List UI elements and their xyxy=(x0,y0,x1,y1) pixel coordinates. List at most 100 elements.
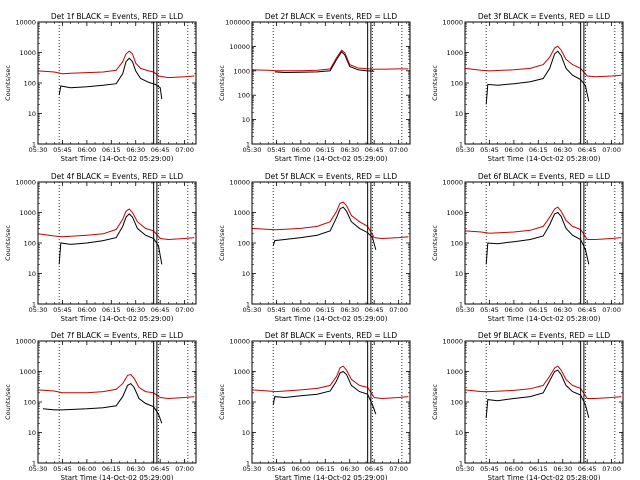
x-tick-label: 05:45 xyxy=(53,465,72,473)
x-axis-label: Start Time (14-Oct-02 05:29:00) xyxy=(61,315,174,323)
panel-title: Det 2f BLACK = Events, RED = LLD xyxy=(265,12,398,21)
detector-panel: Det 5f BLACK = Events, RED = LLD Counts/s… xyxy=(218,172,411,323)
lld-series-line xyxy=(251,201,409,240)
y-axis-label: Counts/sec xyxy=(218,65,226,101)
detector-panel: Det 2f BLACK = Events, RED = LLD Counts/s… xyxy=(218,12,411,163)
y-tick-label: 10 xyxy=(242,116,250,124)
y-tick-label: 10 xyxy=(455,429,463,437)
detector-panel: Det 6f BLACK = Events, RED = LLD Counts/s… xyxy=(431,172,624,323)
events-series-line xyxy=(272,206,377,250)
y-tick-label: 10 xyxy=(455,110,463,118)
x-tick-label: 06:00 xyxy=(504,306,523,314)
lld-series-line xyxy=(464,45,622,78)
x-tick-label: 05:45 xyxy=(480,306,499,314)
x-axis-label: Start Time (14-Oct-02 05:29:00) xyxy=(61,155,174,163)
y-axis-label: Counts/sec xyxy=(218,225,226,261)
y-axis-label: Counts/sec xyxy=(431,225,439,261)
y-tick-label: 100 xyxy=(238,92,250,100)
y-tick-label: 100 xyxy=(24,240,36,248)
x-tick-label: 06:00 xyxy=(291,146,310,154)
lld-series-line xyxy=(464,206,622,240)
y-tick-label: 100 xyxy=(24,399,36,407)
x-tick-label: 05:45 xyxy=(267,306,286,314)
y-tick-label: 10000 xyxy=(229,179,250,187)
x-tick-label: 06:15 xyxy=(316,306,335,314)
y-tick-label: 1000 xyxy=(19,49,36,57)
panel-title: Det 7f BLACK = Events, RED = LLD xyxy=(51,331,184,340)
x-tick-label: 05:45 xyxy=(267,465,286,473)
x-axis-label: Start Time (14-Oct-02 05:28:00) xyxy=(488,474,601,480)
plot-frame xyxy=(37,181,197,305)
events-series-line xyxy=(58,57,163,99)
events-series-line xyxy=(42,382,163,424)
panel-title: Det 8f BLACK = Events, RED = LLD xyxy=(265,331,398,340)
x-tick-label: 06:00 xyxy=(77,306,96,314)
y-tick-label: 10 xyxy=(242,429,250,437)
x-tick-label: 06:15 xyxy=(529,306,548,314)
x-axis-label: Start Time (14-Oct-02 05:28:00) xyxy=(488,315,601,323)
x-tick-label: 05:30 xyxy=(243,465,262,473)
lld-series-line xyxy=(37,50,195,79)
y-axis-label: Counts/sec xyxy=(431,65,439,101)
y-tick-label: 1 xyxy=(459,141,463,149)
y-tick-label: 1 xyxy=(32,301,36,309)
x-axis-label: Start Time (14-Oct-02 05:29:00) xyxy=(275,155,388,163)
y-tick-label: 100 xyxy=(451,240,463,248)
x-tick-label: 07:00 xyxy=(389,146,408,154)
x-tick-label: 06:30 xyxy=(553,146,572,154)
y-tick-label: 100 xyxy=(451,80,463,88)
x-tick-label: 05:45 xyxy=(480,146,499,154)
lld-series-line xyxy=(37,208,195,241)
x-tick-label: 06:00 xyxy=(77,146,96,154)
y-tick-label: 10000 xyxy=(229,43,250,51)
y-tick-label: 1000 xyxy=(233,67,250,75)
y-tick-label: 1000 xyxy=(19,368,36,376)
x-tick-label: 06:45 xyxy=(365,306,384,314)
y-tick-label: 10 xyxy=(242,270,250,278)
y-tick-label: 1000 xyxy=(446,368,463,376)
x-tick-label: 06:15 xyxy=(316,146,335,154)
x-tick-label: 07:00 xyxy=(602,146,621,154)
x-tick-label: 07:00 xyxy=(175,146,194,154)
events-series-line xyxy=(272,370,377,415)
y-tick-label: 10000 xyxy=(442,338,463,346)
detector-panel: Det 3f BLACK = Events, RED = LLD Counts/s… xyxy=(431,12,624,163)
x-tick-label: 06:30 xyxy=(340,306,359,314)
x-tick-label: 05:45 xyxy=(53,306,72,314)
y-tick-label: 1 xyxy=(32,460,36,468)
x-tick-label: 06:15 xyxy=(102,146,121,154)
detector-panel: Det 8f BLACK = Events, RED = LLD Counts/s… xyxy=(218,331,411,480)
x-tick-label: 06:30 xyxy=(553,465,572,473)
plot-frame xyxy=(464,21,624,145)
x-tick-label: 06:30 xyxy=(126,146,145,154)
x-axis-label: Start Time (14-Oct-02 05:29:00) xyxy=(275,315,388,323)
panel-title: Det 3f BLACK = Events, RED = LLD xyxy=(478,12,611,21)
x-tick-label: 07:00 xyxy=(602,306,621,314)
y-tick-label: 10 xyxy=(28,429,36,437)
x-tick-label: 07:00 xyxy=(175,306,194,314)
events-series-line xyxy=(485,50,590,105)
detector-panel: Det 4f BLACK = Events, RED = LLD Counts/s… xyxy=(4,172,197,323)
detector-panel: Det 7f BLACK = Events, RED = LLD Counts/s… xyxy=(4,331,197,480)
x-tick-label: 05:30 xyxy=(29,306,48,314)
x-tick-label: 05:30 xyxy=(243,146,262,154)
y-tick-label: 1 xyxy=(459,301,463,309)
y-tick-label: 10 xyxy=(28,270,36,278)
x-tick-label: 06:45 xyxy=(151,465,170,473)
y-axis-label: Counts/sec xyxy=(431,384,439,420)
lld-series-line xyxy=(464,365,622,399)
x-tick-label: 06:30 xyxy=(126,465,145,473)
x-tick-label: 06:45 xyxy=(365,465,384,473)
y-tick-label: 1 xyxy=(246,141,250,149)
x-tick-label: 05:30 xyxy=(456,465,475,473)
x-axis-label: Start Time (14-Oct-02 05:29:00) xyxy=(61,474,174,480)
detector-panel: Det 1f BLACK = Events, RED = LLD Counts/s… xyxy=(4,12,197,163)
lld-series-line xyxy=(37,373,195,400)
x-tick-label: 05:30 xyxy=(456,306,475,314)
lld-series-line xyxy=(251,365,409,400)
y-tick-label: 1 xyxy=(246,301,250,309)
x-tick-label: 06:45 xyxy=(151,306,170,314)
x-tick-label: 06:45 xyxy=(578,146,597,154)
x-tick-label: 06:30 xyxy=(553,306,572,314)
